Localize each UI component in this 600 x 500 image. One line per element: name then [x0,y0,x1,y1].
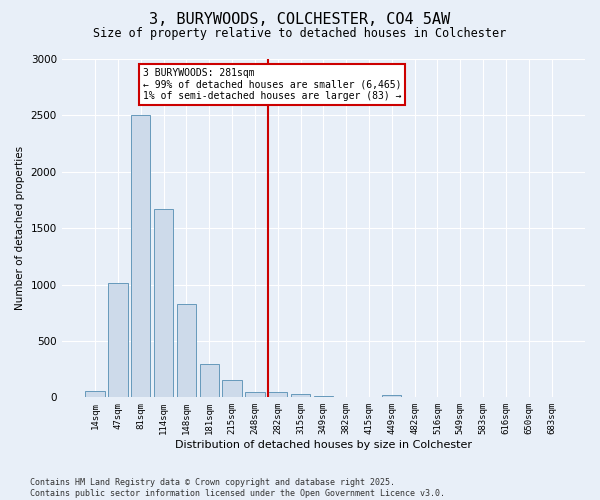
Bar [245,392,265,398]
Bar [268,392,287,398]
Text: Contains HM Land Registry data © Crown copyright and database right 2025.
Contai: Contains HM Land Registry data © Crown c… [30,478,445,498]
Bar [85,391,105,398]
Bar [200,364,219,398]
Bar [177,304,196,398]
Bar [382,395,401,398]
Bar [131,116,151,398]
Bar [405,397,424,398]
Bar [108,284,128,398]
Bar [291,394,310,398]
X-axis label: Distribution of detached houses by size in Colchester: Distribution of detached houses by size … [175,440,472,450]
Text: 3, BURYWOODS, COLCHESTER, CO4 5AW: 3, BURYWOODS, COLCHESTER, CO4 5AW [149,12,451,28]
Bar [314,396,333,398]
Bar [337,397,356,398]
Bar [223,380,242,398]
Y-axis label: Number of detached properties: Number of detached properties [15,146,25,310]
Bar [154,209,173,398]
Text: 3 BURYWOODS: 281sqm
← 99% of detached houses are smaller (6,465)
1% of semi-deta: 3 BURYWOODS: 281sqm ← 99% of detached ho… [143,68,401,101]
Text: Size of property relative to detached houses in Colchester: Size of property relative to detached ho… [94,28,506,40]
